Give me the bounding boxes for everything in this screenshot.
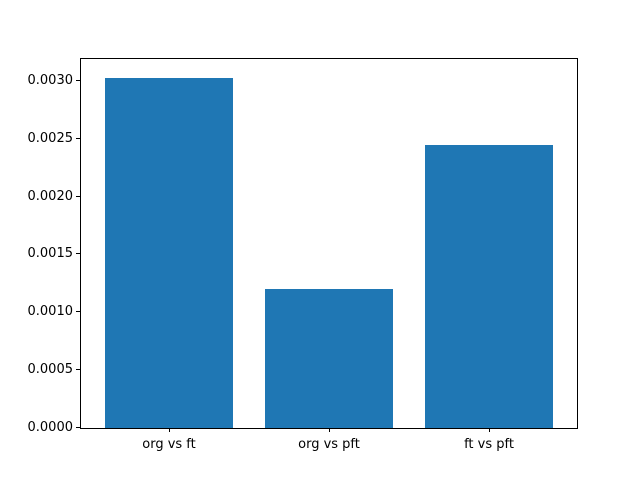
y-tick-label: 0.0015 [27, 246, 74, 262]
x-tick-label: org vs pft [298, 437, 360, 452]
y-axis-tick [76, 427, 80, 428]
x-axis-tick [169, 428, 170, 432]
x-tick-label: ft vs pft [464, 437, 514, 452]
plot-area [80, 58, 578, 429]
y-axis-tick [76, 311, 80, 313]
x-axis-tick [329, 428, 330, 432]
y-axis-tick [76, 137, 80, 139]
y-axis-tick [76, 79, 80, 81]
x-axis-tick [489, 428, 490, 432]
y-tick-label: 0.0020 [27, 188, 74, 204]
bar-3 [425, 144, 553, 428]
y-tick-label: 0.0000 [27, 420, 74, 435]
y-tick-label: 0.0005 [27, 362, 74, 378]
bar-1 [105, 77, 233, 428]
y-tick-label: 0.0025 [27, 130, 74, 146]
y-axis-tick [76, 369, 80, 371]
y-axis-tick [76, 195, 80, 197]
bar-2 [265, 289, 393, 428]
x-tick-label: org vs ft [142, 437, 196, 452]
y-axis-tick [76, 253, 80, 255]
y-tick-label: 0.0010 [27, 304, 74, 320]
y-tick-label: 0.0030 [27, 72, 74, 88]
